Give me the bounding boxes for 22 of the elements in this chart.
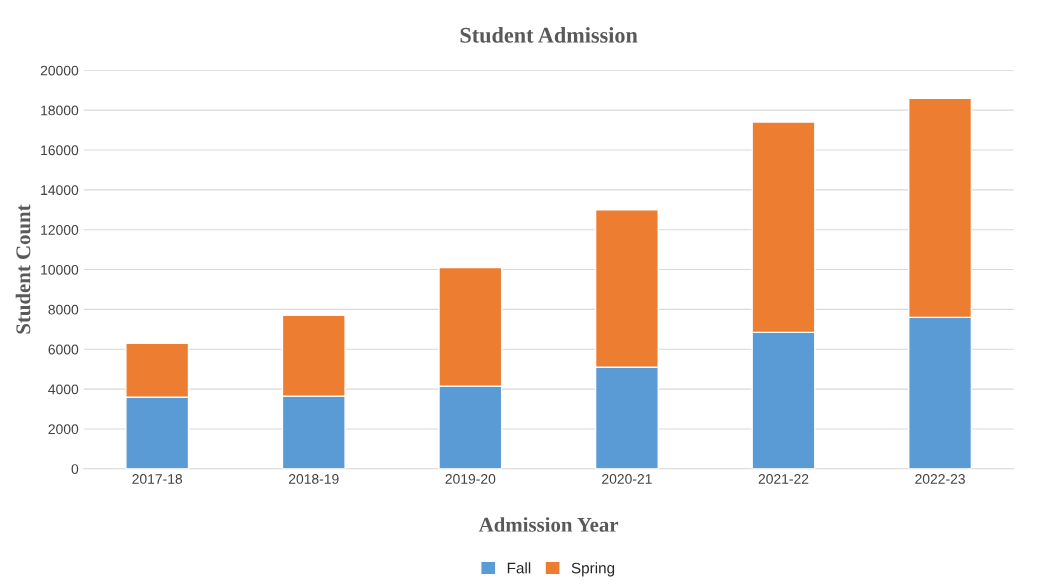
- y-tick-label: 0: [71, 464, 79, 474]
- y-tick-label: 4000: [48, 384, 79, 395]
- x-axis-title: Admission Year: [478, 517, 619, 532]
- y-tick-label: 14000: [41, 185, 79, 196]
- x-tick-label: 2020-21: [602, 474, 652, 484]
- y-tick-label: 16000: [41, 145, 79, 156]
- y-tick-label: 8000: [48, 304, 79, 315]
- chart-title: Student Admission: [460, 27, 638, 43]
- legend-label: Spring: [571, 562, 615, 577]
- y-tick-label: 20000: [40, 65, 79, 76]
- y-axis-title: Student Count: [15, 204, 31, 334]
- legend-label: Fall: [507, 562, 531, 574]
- y-tick-label: 6000: [48, 344, 79, 355]
- x-tick-label: 2019-20: [445, 474, 496, 484]
- x-tick-label: 2021-22: [758, 474, 809, 484]
- x-tick-label: 2022-23: [915, 474, 965, 484]
- x-tick-label: 2017-18: [132, 474, 183, 484]
- y-tick-label: 12000: [41, 225, 79, 235]
- y-tick-label: 18000: [41, 105, 79, 116]
- y-tick-label: 2000: [48, 424, 79, 435]
- y-tick-label: 10000: [41, 264, 79, 275]
- x-tick-label: 2018-19: [288, 474, 339, 484]
